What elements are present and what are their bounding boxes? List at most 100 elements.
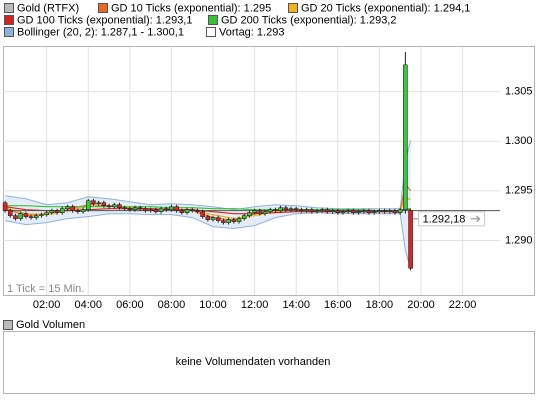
x-tick-label: 20:00 bbox=[407, 299, 435, 311]
candle-body bbox=[80, 209, 86, 212]
legend-swatch bbox=[4, 27, 14, 37]
candle-body bbox=[226, 219, 231, 223]
x-tick-label: 04:00 bbox=[74, 299, 102, 311]
candle-body bbox=[127, 208, 133, 210]
legend-label: GD 100 Ticks (exponential): 1.293,1 bbox=[17, 14, 192, 26]
candle-body bbox=[278, 207, 283, 211]
candle-body bbox=[111, 204, 117, 208]
candle-body bbox=[143, 208, 148, 211]
candle-body bbox=[382, 210, 387, 212]
candle-body bbox=[70, 206, 75, 211]
legend-swatch bbox=[208, 15, 218, 25]
candle-body bbox=[163, 208, 169, 210]
volume-message: keine Volumendaten vorhanden bbox=[176, 356, 331, 368]
candle-body bbox=[179, 210, 185, 213]
y-tick-label: 1.305 bbox=[505, 86, 533, 98]
plot-frame bbox=[3, 46, 535, 296]
candle-body bbox=[148, 209, 153, 211]
candle-body bbox=[361, 210, 367, 212]
candle-body bbox=[33, 215, 39, 218]
last-price-label: 1.292,18 bbox=[423, 214, 466, 226]
candle-body bbox=[189, 209, 195, 211]
x-tick-label: 08:00 bbox=[158, 299, 186, 311]
candle-body bbox=[319, 209, 325, 211]
candle-body bbox=[169, 206, 174, 210]
x-tick-label: 18:00 bbox=[366, 299, 394, 311]
candle-body bbox=[122, 207, 127, 210]
candle-body bbox=[293, 208, 299, 210]
candle-body bbox=[117, 204, 122, 209]
candle-body bbox=[387, 210, 393, 212]
candle-body bbox=[273, 209, 278, 211]
tick-note: 1 Tick = 15 Min. bbox=[7, 283, 84, 295]
y-tick-label: 1.300 bbox=[505, 135, 533, 147]
candle-body bbox=[75, 210, 81, 212]
x-tick-label: 16:00 bbox=[324, 299, 352, 311]
candle-body bbox=[221, 220, 226, 223]
candle-body bbox=[356, 211, 361, 213]
candle-body bbox=[153, 209, 159, 212]
candle-body bbox=[252, 210, 257, 213]
candle-body bbox=[366, 210, 372, 213]
candle-body bbox=[184, 209, 190, 213]
last-price-box bbox=[418, 211, 486, 227]
candle-body bbox=[351, 210, 356, 213]
candle-body bbox=[18, 213, 23, 219]
candle-body bbox=[7, 210, 13, 216]
candle-body bbox=[195, 210, 200, 212]
candle-body bbox=[241, 215, 247, 219]
candle-body bbox=[309, 209, 315, 212]
legend-label: Bollinger (20, 2): 1.287,1 - 1.300,1 bbox=[17, 26, 184, 38]
candle-body bbox=[408, 210, 413, 269]
volume-title: Gold Volumen bbox=[16, 319, 85, 331]
x-tick-label: 02:00 bbox=[33, 299, 61, 311]
candle-body bbox=[283, 207, 289, 210]
candle-body bbox=[231, 219, 237, 222]
candle-body bbox=[325, 209, 330, 212]
candle-body bbox=[96, 202, 101, 205]
candle-body bbox=[257, 210, 263, 214]
legend-label: GD 10 Ticks (exponential): 1.295 bbox=[111, 2, 271, 14]
candle-body bbox=[101, 202, 107, 207]
legend-label: Vortag: 1.293 bbox=[219, 26, 284, 38]
x-tick-label: 22:00 bbox=[449, 299, 477, 311]
legend-label: GD 20 Ticks (exponential): 1.294,1 bbox=[301, 2, 470, 14]
candle-body bbox=[267, 209, 273, 212]
legend-label: Gold (RTFX) bbox=[17, 2, 79, 14]
candle-body bbox=[200, 211, 205, 217]
x-tick-label: 10:00 bbox=[199, 299, 227, 311]
y-tick-label: 1.290 bbox=[505, 234, 533, 246]
legend-label: GD 200 Ticks (exponential): 1.293,2 bbox=[221, 14, 396, 26]
candle-body bbox=[137, 207, 143, 210]
candle-body bbox=[330, 210, 335, 212]
candle-body bbox=[299, 209, 304, 211]
legend-swatch bbox=[206, 27, 216, 37]
candle-body bbox=[91, 200, 96, 205]
candle-body bbox=[397, 209, 403, 213]
volume-frame bbox=[3, 331, 535, 394]
candle-body bbox=[54, 210, 60, 213]
x-tick-label: 06:00 bbox=[116, 299, 144, 311]
candle-body bbox=[262, 211, 268, 214]
candle-body bbox=[59, 208, 65, 213]
candle-body bbox=[174, 206, 179, 211]
candle-body bbox=[2, 202, 8, 211]
candle-body bbox=[39, 214, 44, 216]
candle-body bbox=[377, 210, 382, 212]
candle-body bbox=[106, 205, 112, 208]
candle-body bbox=[392, 210, 398, 213]
last-price-arrow bbox=[470, 215, 481, 223]
candle-body bbox=[85, 200, 91, 210]
candle-body bbox=[210, 217, 216, 220]
candle-body bbox=[288, 208, 294, 210]
legend-swatch bbox=[98, 3, 108, 13]
candle-body bbox=[215, 217, 221, 221]
candle-body bbox=[13, 215, 18, 219]
candle-body bbox=[335, 210, 341, 213]
y-tick-label: 1.295 bbox=[505, 185, 533, 197]
candle-body bbox=[304, 209, 309, 211]
candle-body bbox=[403, 64, 408, 210]
candle-body bbox=[247, 212, 252, 216]
